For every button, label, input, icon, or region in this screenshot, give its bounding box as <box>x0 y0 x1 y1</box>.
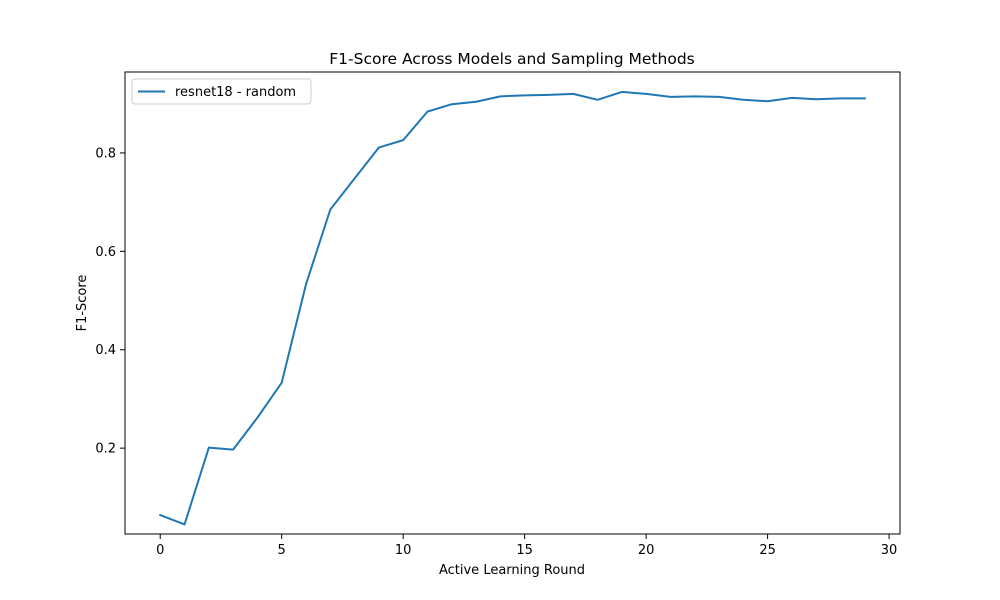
chart-title: F1-Score Across Models and Sampling Meth… <box>329 50 694 68</box>
plot-area-frame <box>124 71 901 535</box>
legend-box <box>131 78 312 105</box>
y-tick-label: 0.8 <box>95 146 116 161</box>
x-axis-label: Active Learning Round <box>439 563 585 578</box>
x-tick-label: 5 <box>278 543 286 558</box>
y-tick-label: 0.6 <box>95 245 116 260</box>
x-tick-label: 0 <box>156 543 164 558</box>
legend-label: resnet18 - random <box>175 85 296 100</box>
x-tick-label: 10 <box>395 543 412 558</box>
tick-group: 0 5 10 15 20 25 30 0.2 0.4 0.6 0.8 <box>95 146 897 558</box>
x-tick-label: 30 <box>881 543 898 558</box>
y-tick-label: 0.4 <box>95 343 116 358</box>
x-tick-label: 20 <box>638 543 655 558</box>
series-line-resnet18-random <box>158 90 866 526</box>
y-tick-label: 0.2 <box>95 442 116 457</box>
x-tick-label: 15 <box>516 543 533 558</box>
legend: resnet18 - random <box>131 78 312 105</box>
y-axis-label: F1-Score <box>75 275 90 332</box>
x-tick-label: 25 <box>759 543 776 558</box>
